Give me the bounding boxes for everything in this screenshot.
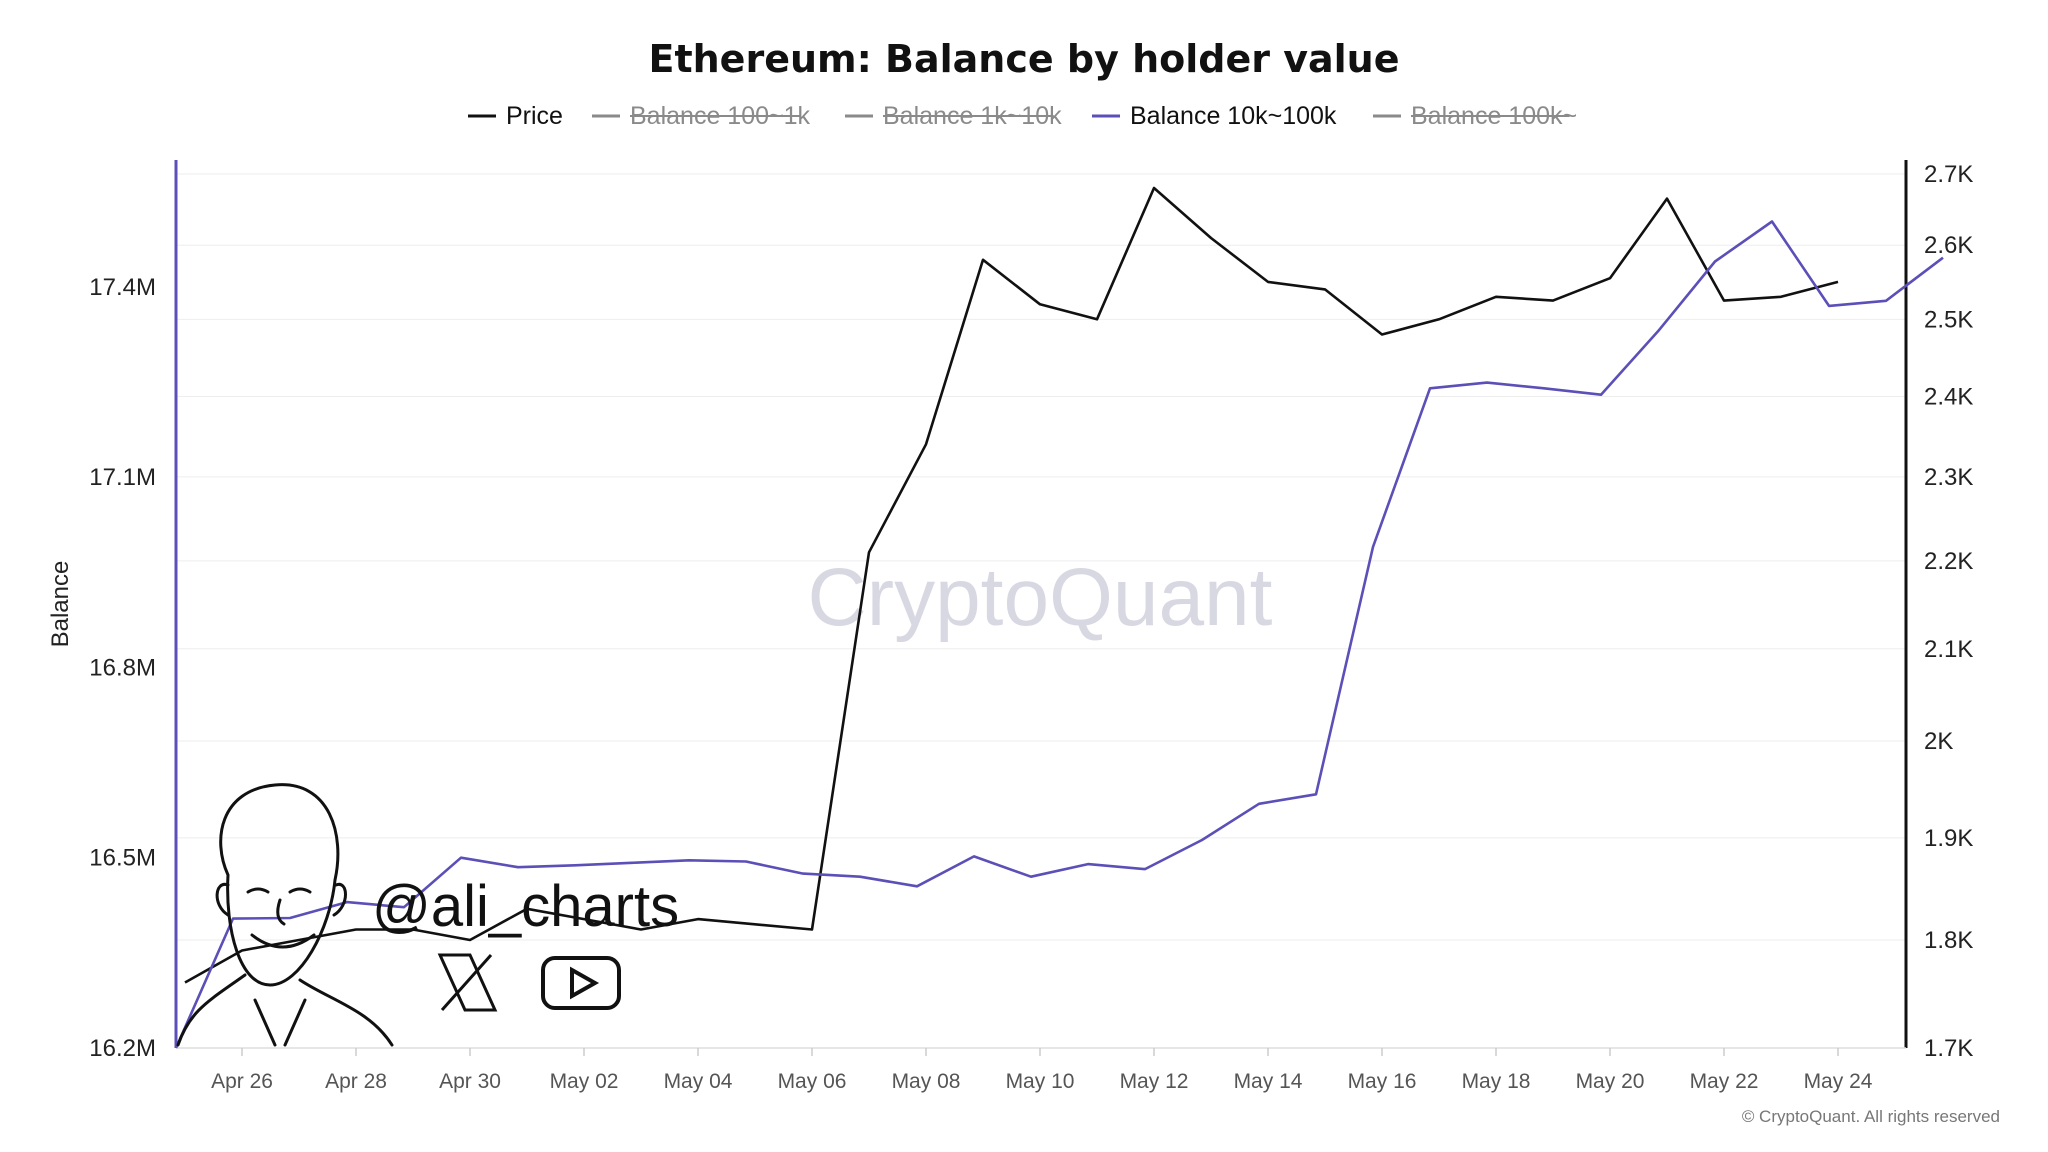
youtube-play-icon: [541, 956, 621, 1010]
x-tick-label: May 02: [550, 1070, 619, 1093]
x-tick-label: Apr 30: [439, 1070, 501, 1093]
legend: Price Balance 100~1k Balance 1k~10k Balance…: [468, 102, 1577, 130]
avatar-body: [176, 973, 394, 1047]
avatar-right-ear: [332, 882, 347, 917]
y-left-tick-label: 17.4M: [89, 274, 156, 301]
y-right-tick-label: 2.2K: [1924, 548, 1973, 575]
avatar-nose: [276, 898, 286, 926]
legend-item-price[interactable]: Price: [468, 102, 563, 130]
y-right-tick-label: 2.4K: [1924, 383, 1973, 410]
x-tick-label: May 16: [1348, 1070, 1417, 1093]
x-tick-label: May 12: [1120, 1070, 1189, 1093]
axes: 16.2M 16.5M 16.8M 17.1M 17.4M 1.7K 1.8K 1.9K 2K 2…: [47, 160, 1973, 1093]
x-tick-label: May 08: [892, 1070, 961, 1093]
y-right-tick-label: 2.7K: [1924, 161, 1973, 188]
y-right-tick-label: 2.1K: [1924, 636, 1973, 663]
x-tick-label: May 22: [1690, 1070, 1759, 1093]
y-left-tick-label: 16.2M: [89, 1035, 156, 1062]
y-right-tick-label: 1.8K: [1924, 927, 1973, 954]
avatar-head: [219, 783, 340, 987]
x-tick-label: May 14: [1234, 1070, 1303, 1093]
x-tick-label: May 18: [1462, 1070, 1531, 1093]
y-left-tick-label: 17.1M: [89, 464, 156, 491]
legend-item-balance-100k[interactable]: Balance 100k~: [1373, 102, 1577, 130]
series-lines: [174, 186, 1944, 1049]
y-left-axis-title: Balance: [47, 561, 74, 648]
avatar-eyes: [246, 887, 312, 894]
legend-item-balance-1k-10k[interactable]: Balance 1k~10k: [845, 102, 1062, 130]
y-left-tick-label: 16.5M: [89, 845, 156, 872]
legend-item-balance-100-1k[interactable]: Balance 100~1k: [592, 102, 811, 130]
y-right-tick-label: 1.7K: [1924, 1035, 1973, 1062]
avatar-smile: [250, 933, 316, 949]
y-right-tick-label: 2K: [1924, 728, 1953, 755]
legend-label: Price: [506, 102, 563, 130]
x-tick-label: Apr 28: [325, 1070, 387, 1093]
legend-label: Balance 10k~100k: [1130, 102, 1337, 130]
y-right-tick-label: 2.6K: [1924, 232, 1973, 259]
x-tick-label: Apr 26: [211, 1070, 273, 1093]
legend-item-balance-10k-100k[interactable]: Balance 10k~100k: [1092, 102, 1337, 130]
watermark: CryptoQuant: [808, 552, 1273, 643]
x-tick-label: May 20: [1576, 1070, 1645, 1093]
series-line-price: [184, 186, 1839, 984]
social-handle: @ali_charts: [372, 874, 679, 939]
avatar-left-ear: [215, 882, 230, 917]
avatar: [176, 783, 394, 1047]
x-tick-label: May 04: [664, 1070, 733, 1093]
y-right-tick-label: 2.5K: [1924, 306, 1973, 333]
x-logo-icon: [437, 953, 498, 1012]
y-right-tick-label: 1.9K: [1924, 825, 1973, 852]
x-tick-label: May 06: [778, 1070, 847, 1093]
x-tick-label: May 10: [1006, 1070, 1075, 1093]
copyright-notice: © CryptoQuant. All rights reserved: [1742, 1107, 2000, 1126]
y-left-tick-label: 16.8M: [89, 654, 156, 681]
y-right-tick-label: 2.3K: [1924, 464, 1973, 491]
x-tick-label: May 24: [1804, 1070, 1873, 1093]
series-line-balance-10k-100k: [174, 220, 1944, 1049]
chart-title: Ethereum: Balance by holder value: [649, 37, 1400, 81]
